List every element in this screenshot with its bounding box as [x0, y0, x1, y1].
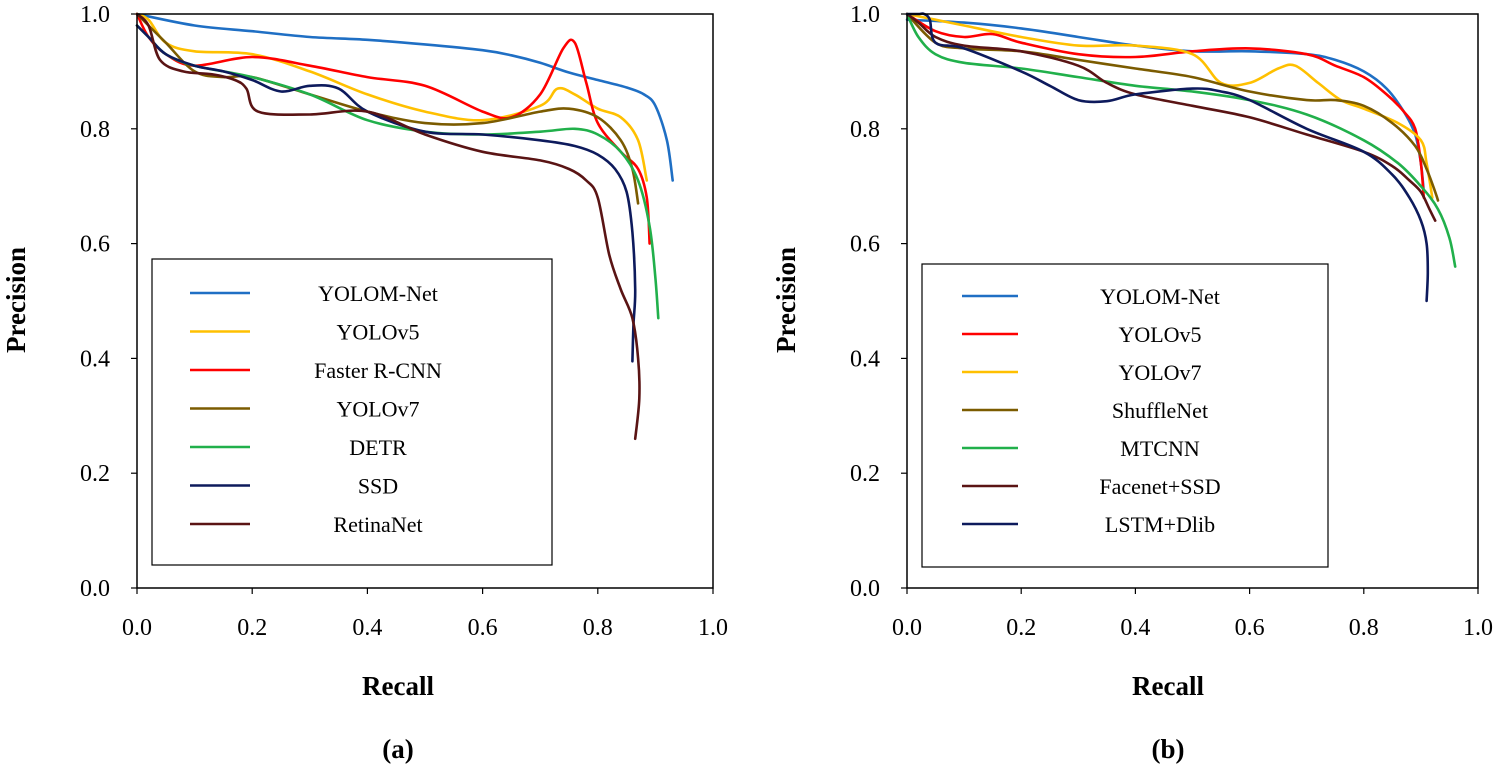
x-tick-label: 0.2 [237, 615, 267, 641]
legend-label: YOLOv5 [336, 320, 419, 345]
y-tick-label: 0.6 [850, 232, 880, 258]
series-line-ssd [135, 24, 637, 363]
series-line-yolom-net [905, 18, 1426, 194]
panel-b: Precision Recall (b) 0.0 0.2 0.4 0.6 0.8 1.00… [771, 2, 1493, 764]
x-axis-title: Recall [362, 671, 434, 701]
x-tick-label: 0.6 [468, 615, 498, 641]
plot-frame [906, 13, 1479, 589]
series-lines [905, 12, 1457, 303]
series-line-yolov5 [135, 12, 649, 182]
y-tick-label: 0.8 [80, 117, 110, 143]
y-tick-label: 0.4 [850, 346, 880, 372]
series-lines [135, 12, 674, 441]
legend-label: RetinaNet [333, 512, 422, 537]
panel-label: (a) [382, 734, 413, 764]
series-line-lstm-dlib [905, 12, 1430, 303]
legend-label: Facenet+SSD [1099, 474, 1220, 499]
legend-label: ShuffleNet [1112, 398, 1208, 423]
legend-label: Faster R-CNN [314, 358, 442, 383]
legend-box [921, 263, 1329, 568]
y-tick-label: 0.0 [850, 576, 880, 602]
legend-label: YOLOv7 [1118, 360, 1201, 385]
legend: YOLOM-Net YOLOv5 Faster R-CNN YOLOv7 DETR SSD… [151, 258, 553, 566]
panel-label: (b) [1152, 734, 1185, 764]
legend-label: SSD [358, 474, 398, 499]
axis-ticks: 0.0 0.2 0.4 0.6 0.8 1.0 0.0 0.2 0.4 0.6 0.8 1.0 [850, 2, 1493, 641]
y-tick-label: 0.2 [850, 461, 880, 487]
x-tick-label: 0.2 [1006, 615, 1036, 641]
legend-label: YOLOv7 [336, 397, 419, 422]
legend-label: LSTM+Dlib [1105, 512, 1215, 537]
y-tick-label: 0.4 [80, 346, 110, 372]
x-tick-label: 0.0 [892, 615, 922, 641]
y-tick-label: 0.0 [80, 576, 110, 602]
legend: YOLOM-Net YOLOv5 YOLOv7 ShuffleNet MTCNN Face… [921, 263, 1329, 568]
legend-label: YOLOv5 [1118, 322, 1201, 347]
legend-label: YOLOM-Net [318, 281, 438, 306]
x-tick-label: 0.4 [352, 615, 382, 641]
axis-ticks: 0.0 0.2 0.4 0.6 0.8 1.0 0.0 0.2 0.4 0.6 0.8 1.0 [80, 2, 728, 641]
series-line-yolov5 [905, 12, 1426, 199]
y-tick-label: 0.2 [80, 461, 110, 487]
legend-box [151, 258, 553, 566]
series-line-yolom-net [135, 12, 674, 182]
y-tick-label: 0.8 [850, 117, 880, 143]
x-tick-label: 1.0 [698, 615, 728, 641]
x-tick-label: 0.8 [583, 615, 613, 641]
series-line-yolov7 [135, 12, 640, 205]
y-axis-title: Precision [771, 247, 801, 353]
panel-a: Precision Recall (a) 0.0 0.2 0.4 0.6 0.8 1.00… [1, 2, 728, 764]
legend-label: YOLOM-Net [1100, 284, 1220, 309]
x-axis-title: Recall [1132, 671, 1204, 701]
x-tick-label: 1.0 [1463, 615, 1493, 641]
series-line-facenet-ssd [905, 12, 1437, 222]
x-tick-label: 0.6 [1235, 615, 1265, 641]
y-tick-label: 1.0 [80, 2, 110, 28]
x-tick-label: 0.8 [1349, 615, 1379, 641]
series-line-shufflenet [905, 12, 1440, 202]
legend-label: MTCNN [1120, 436, 1200, 461]
legend-label: DETR [349, 435, 407, 460]
y-axis-title: Precision [1, 247, 31, 353]
x-tick-label: 0.0 [122, 615, 152, 641]
plot-frame [136, 13, 714, 589]
series-line-mtcnn [905, 12, 1457, 268]
y-tick-label: 0.6 [80, 232, 110, 258]
series-line-retinanet [135, 12, 641, 441]
series-line-yolov7 [905, 12, 1434, 199]
x-tick-label: 0.4 [1120, 615, 1150, 641]
y-tick-label: 1.0 [850, 2, 880, 28]
